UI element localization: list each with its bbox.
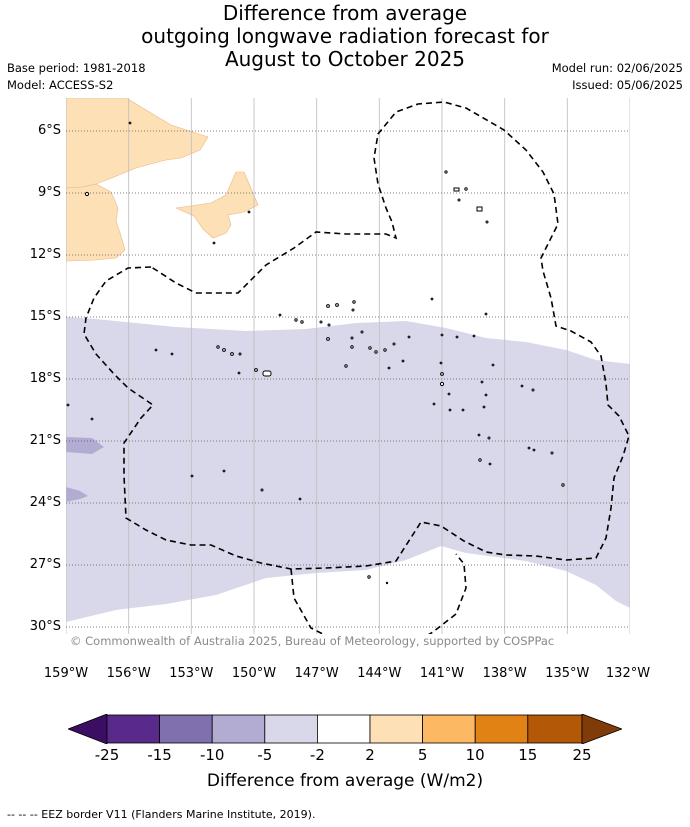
colorbar-label-10: 10 (465, 746, 485, 764)
lat-label-15s: 15°S (29, 309, 61, 324)
colorbar-label-minus5: -5 (257, 746, 273, 764)
colorbar-extend-high (581, 714, 622, 744)
lon-label-147w: 147°W (294, 666, 339, 681)
colorbar-bin-4 (264, 714, 318, 744)
eez-border-cook-islands (83, 101, 630, 570)
colorbar-label-5: 5 (417, 746, 428, 764)
model-info: Base period: 1981-2018 Model: ACCESS-S2 (7, 60, 146, 94)
colorbar-extend-low (68, 714, 108, 744)
colorbar-label-15: 15 (518, 746, 538, 764)
lon-label-132w: 132°W (605, 666, 651, 681)
colorbar-bin-7 (422, 714, 476, 744)
lat-label-30s: 30°S (29, 619, 61, 634)
lon-label-138w: 138°W (482, 666, 527, 681)
model-name-text: Model: ACCESS-S2 (7, 78, 114, 92)
base-period-text: Base period: 1981-2018 (7, 61, 146, 75)
run-info: Model run: 02/06/2025 Issued: 05/06/2025 (552, 60, 683, 94)
copyright-notice: © Commonwealth of Australia 2025, Bureau… (70, 634, 555, 648)
title-line-2: outgoing longwave radiation forecast for (141, 24, 549, 48)
colorbar-label-25: 25 (572, 746, 592, 764)
colorbar-title: Difference from average (W/m2) (206, 771, 484, 791)
colorbar-label-2: 2 (365, 746, 375, 764)
colorbar-bin-8 (474, 714, 529, 744)
colorbar-bin-1 (106, 714, 160, 744)
colorbar (68, 714, 622, 744)
colorbar-bin-5 (316, 714, 371, 744)
anomaly-region-minus10-minus5-b (66, 487, 88, 502)
anomaly-region-minus5-minus2 (66, 317, 630, 622)
lat-label-18s: 18°S (29, 371, 61, 386)
latitude-lines (66, 130, 630, 628)
title-line-3: August to October 2025 (224, 47, 466, 71)
map-title: Difference from average outgoing longwav… (0, 2, 690, 71)
lon-label-156w: 156°W (106, 666, 151, 681)
colorbar-label-minus2: -2 (309, 746, 325, 764)
anomaly-map (66, 98, 630, 634)
lat-label-6s: 6°S (37, 123, 61, 138)
issued-date-text: Issued: 05/06/2025 (572, 78, 683, 92)
colorbar-label-minus25: -25 (94, 746, 120, 764)
colorbar-bin-9 (527, 714, 583, 744)
lat-label-9s: 9°S (37, 185, 61, 200)
lat-label-27s: 27°S (29, 557, 61, 572)
anomaly-region-plus2-plus5-b (66, 183, 126, 262)
title-line-1: Difference from average (222, 1, 468, 25)
eez-border-south (290, 553, 467, 634)
colorbar-label-minus10: -10 (199, 746, 225, 764)
lat-label-24s: 24°S (29, 495, 61, 510)
eez-border-footnote: -- -- -- EEZ border V11 (Flanders Marine… (7, 808, 316, 821)
colorbar-bin-6 (369, 714, 423, 744)
colorbar-bin-3 (211, 714, 266, 744)
island-outlines (66, 121, 565, 585)
lat-label-21s: 21°S (29, 433, 61, 448)
lat-label-12s: 12°S (29, 247, 61, 262)
anomaly-region-plus2-plus5-c (174, 171, 259, 239)
lon-label-144w: 144°W (357, 666, 402, 681)
lon-label-141w: 141°W (419, 666, 465, 681)
lon-label-135w: 135°W (545, 666, 590, 681)
lon-label-159w: 159°W (43, 666, 89, 681)
colorbar-label-minus15: -15 (147, 746, 172, 764)
model-run-text: Model run: 02/06/2025 (551, 61, 683, 75)
lon-label-153w: 153°W (169, 666, 214, 681)
lon-label-150w: 150°W (231, 666, 277, 681)
colorbar-bin-2 (159, 714, 213, 744)
